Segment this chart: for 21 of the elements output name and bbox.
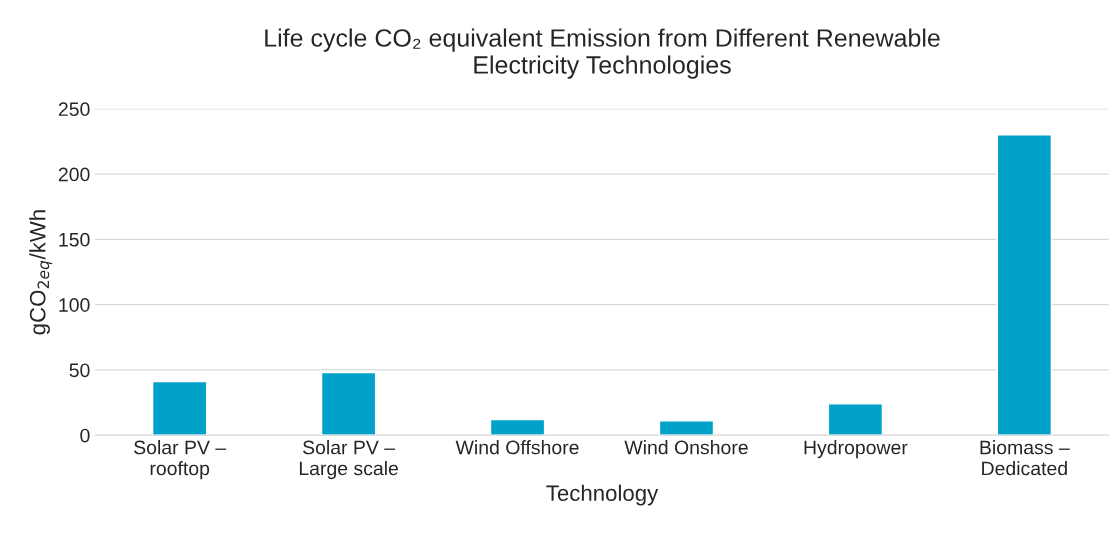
x-tick-label: Solar PV – rooftop xyxy=(134,440,227,480)
bar xyxy=(151,380,208,436)
x-tick-label: Hydropower xyxy=(804,440,908,459)
y-tick-label: 100 xyxy=(59,298,90,312)
x-tick-label: Biomass – Dedicated xyxy=(980,440,1070,476)
bar xyxy=(489,418,546,436)
y-tick-label: 200 xyxy=(58,167,90,182)
x-axis-title: Technology xyxy=(546,484,659,506)
bar xyxy=(658,420,715,436)
x-tick-label: Wind Offshore xyxy=(455,440,579,455)
bar xyxy=(827,403,884,436)
bar xyxy=(996,134,1053,436)
bar xyxy=(320,371,377,436)
y-tick-label: 150 xyxy=(59,232,90,247)
x-tick-label: Solar PV – Large scale xyxy=(299,440,398,480)
y-tick-label: 0 xyxy=(80,428,90,443)
x-tick-label: Wind Onshore xyxy=(624,440,748,455)
chart-title: Life cycle CO₂ equivalent Emission from Different Renewable Electricity Technologies xyxy=(265,28,940,79)
y-tick-label: 50 xyxy=(69,363,90,378)
y-axis-title: gCO$_{2eq}$/kWh xyxy=(29,210,53,335)
y-tick-label: 250 xyxy=(58,102,90,117)
